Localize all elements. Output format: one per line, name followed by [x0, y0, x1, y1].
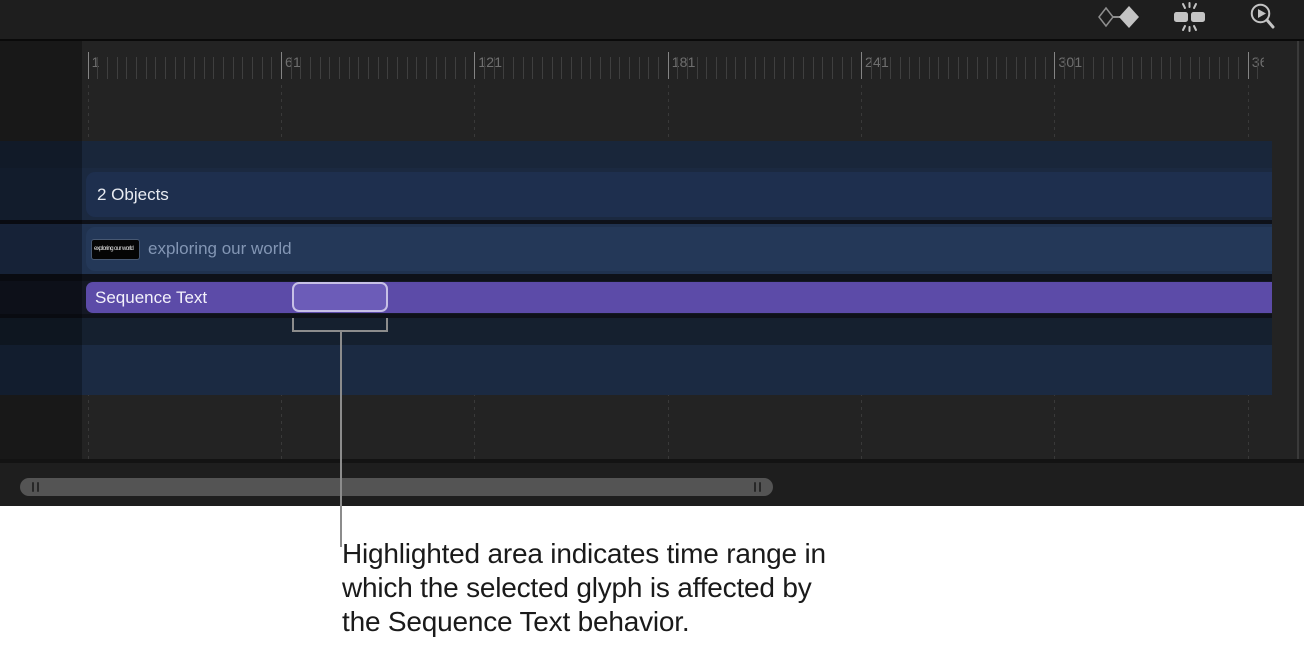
right-edge-divider [1297, 41, 1299, 459]
caption-area: Highlighted area indicates time range in… [0, 506, 1304, 646]
ruler[interactable]: 161121181241301361 [0, 41, 1264, 85]
scrollbar-strip [0, 463, 1304, 506]
scrollbar-left-grip-icon[interactable] [37, 482, 39, 492]
bracket-right-edge [386, 318, 388, 332]
track-band [0, 318, 1272, 345]
layer-thumbnail-text: exploring our world [94, 245, 134, 252]
bracket-bottom-edge [292, 330, 388, 332]
track-gap [0, 314, 1272, 318]
group-bar-label: 2 Objects [97, 184, 169, 204]
track-gap [0, 220, 1272, 224]
zoom-play-icon [1248, 2, 1278, 37]
timeline-toolbar [0, 0, 1304, 41]
scrollbar-right-grip-icon[interactable] [759, 482, 761, 492]
timeline-track-area: 161121181241301361 2 Objects exploring o… [0, 41, 1304, 459]
track-gap [0, 274, 1272, 281]
bracket-left-edge [292, 318, 294, 332]
text-layer-label: exploring our world [148, 239, 292, 258]
layer-thumbnail: exploring our world [92, 239, 139, 259]
keyframes-icon [1096, 4, 1142, 35]
sequence-text-behavior-bar[interactable]: Sequence Text [86, 282, 1272, 313]
scrollbar-right-grip-icon[interactable] [754, 482, 756, 492]
text-layer-bar[interactable]: exploring our world exploring our world [86, 227, 1272, 271]
group-bar[interactable]: 2 Objects [86, 172, 1272, 217]
behavior-bar-label: Sequence Text [95, 287, 208, 307]
flash-clips-button[interactable] [1168, 1, 1214, 38]
caption-leader-line [340, 332, 342, 547]
flash-clips-icon [1171, 1, 1211, 38]
horizontal-scrollbar-thumb[interactable] [20, 478, 773, 496]
glyph-time-range-highlight[interactable] [292, 282, 388, 312]
scrollbar-left-grip-icon[interactable] [32, 482, 34, 492]
left-gutter [0, 41, 82, 459]
timeline-bottom-divider [0, 459, 1304, 463]
track-band [0, 345, 1272, 395]
keyframes-button[interactable] [1096, 4, 1142, 36]
track-band [0, 141, 1272, 168]
caption-text: Highlighted area indicates time range in… [342, 538, 826, 637]
zoom-timeline-button[interactable] [1240, 2, 1286, 37]
